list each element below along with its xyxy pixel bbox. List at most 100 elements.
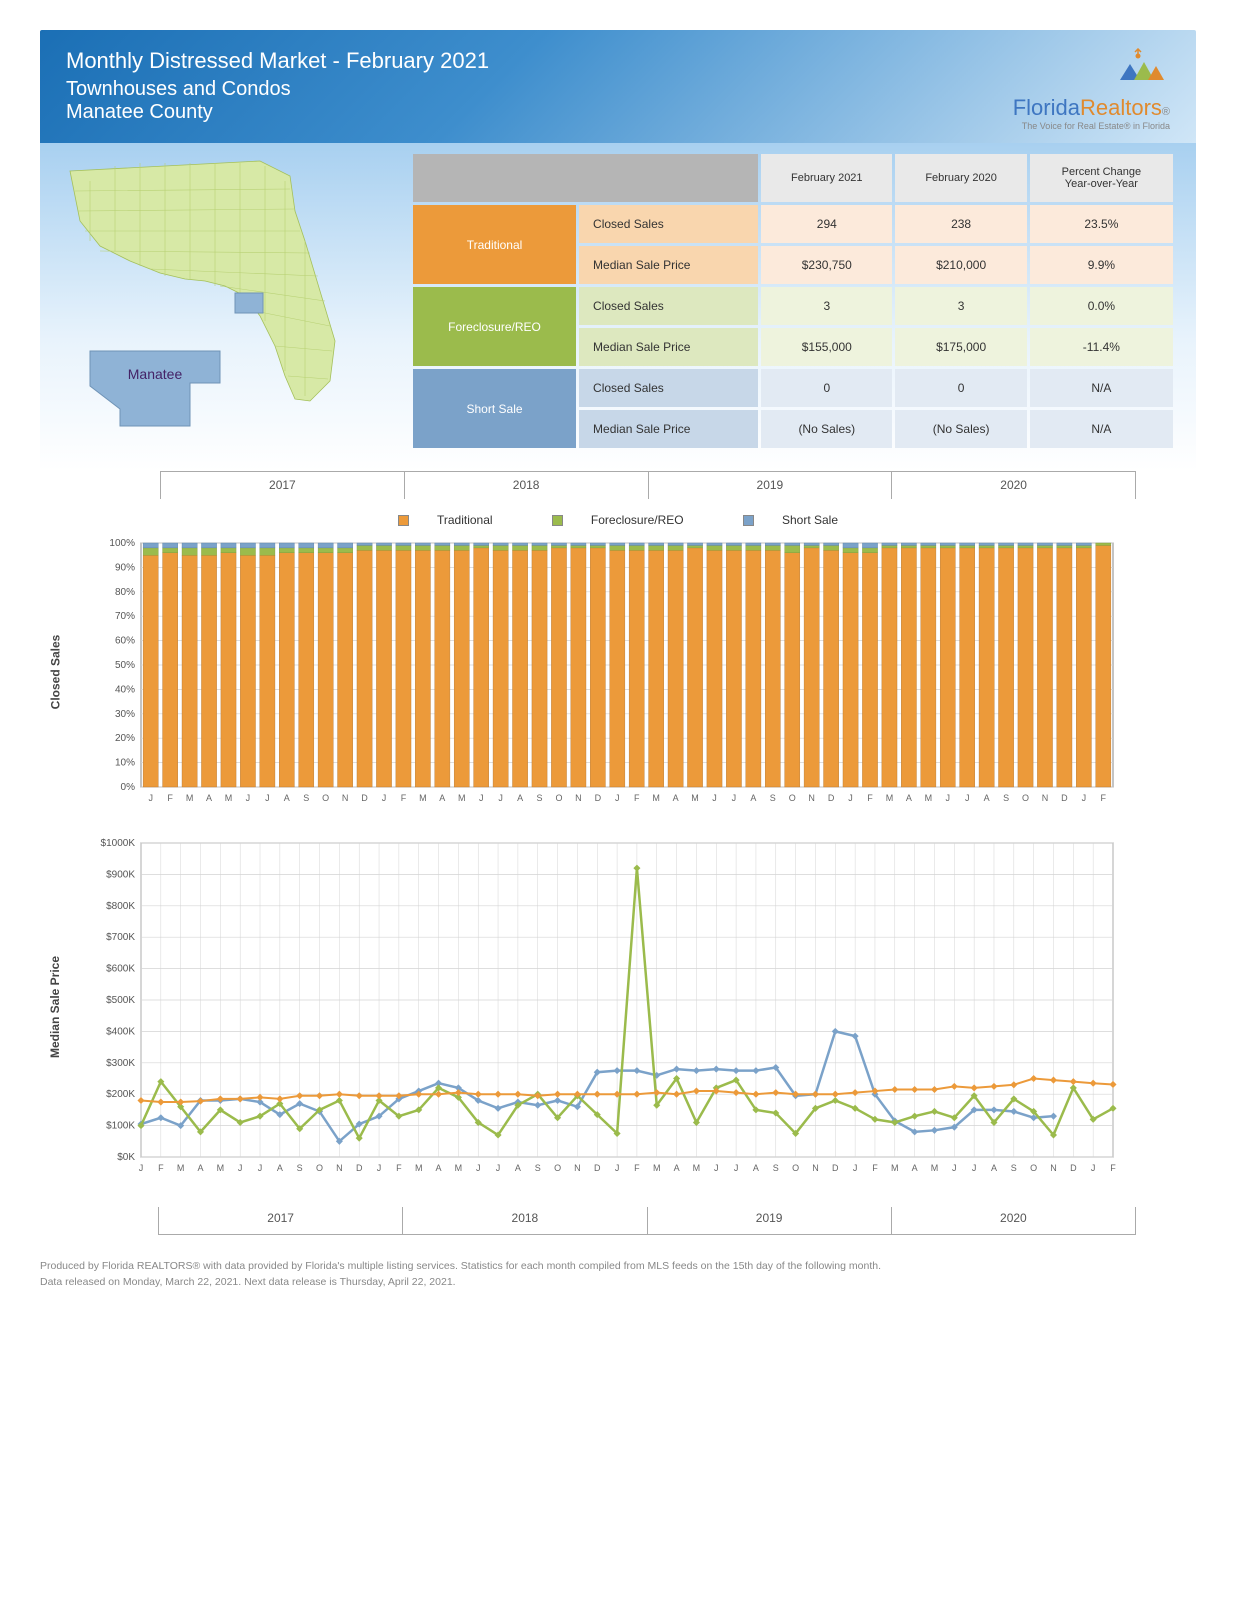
year-2019-b: 2019 [647, 1207, 891, 1234]
table-row: Foreclosure/REOClosed Sales330.0% [413, 287, 1173, 325]
value-cell: N/A [1030, 410, 1173, 448]
svg-text:N: N [574, 1163, 581, 1173]
table-header-empty [413, 154, 758, 202]
value-cell: 23.5% [1030, 205, 1173, 243]
report-header: Monthly Distressed Market - February 202… [40, 30, 1196, 143]
metric-cell: Closed Sales [579, 205, 758, 243]
svg-text:40%: 40% [115, 684, 135, 695]
svg-text:S: S [1003, 793, 1009, 803]
svg-text:M: M [177, 1163, 185, 1173]
logo-tagline: The Voice for Real Estate® in Florida [1013, 121, 1170, 131]
svg-text:F: F [167, 793, 173, 803]
svg-text:A: A [750, 793, 756, 803]
svg-text:D: D [595, 793, 602, 803]
svg-text:J: J [712, 793, 717, 803]
svg-text:J: J [853, 1163, 858, 1173]
svg-text:O: O [316, 1163, 323, 1173]
svg-text:M: M [925, 793, 933, 803]
logo-text: FloridaRealtors® [1013, 95, 1170, 121]
svg-text:A: A [991, 1163, 997, 1173]
svg-text:S: S [297, 1163, 303, 1173]
svg-text:J: J [972, 1163, 977, 1173]
svg-text:J: J [498, 793, 503, 803]
svg-text:$0K: $0K [117, 1152, 135, 1163]
svg-text:A: A [673, 793, 679, 803]
svg-text:J: J [377, 1163, 382, 1173]
svg-text:J: J [496, 1163, 501, 1173]
value-cell: 3 [761, 287, 892, 325]
svg-text:J: J [848, 793, 853, 803]
svg-text:J: J [714, 1163, 719, 1173]
svg-text:D: D [594, 1163, 601, 1173]
svg-text:J: J [952, 1163, 957, 1173]
svg-text:M: M [886, 793, 894, 803]
svg-text:J: J [1082, 793, 1087, 803]
svg-text:$700K: $700K [106, 932, 135, 943]
value-cell: N/A [1030, 369, 1173, 407]
summary-row: Manatee February 2021 February 2020 Perc… [40, 143, 1196, 471]
svg-text:M: M [217, 1163, 225, 1173]
year-2018: 2018 [404, 472, 648, 499]
svg-text:F: F [634, 1163, 640, 1173]
svg-text:N: N [1050, 1163, 1057, 1173]
svg-text:A: A [206, 793, 212, 803]
svg-text:A: A [515, 1163, 521, 1173]
metric-cell: Closed Sales [579, 369, 758, 407]
svg-text:M: M [415, 1163, 423, 1173]
svg-text:J: J [258, 1163, 263, 1173]
table-row: Short SaleClosed Sales00N/A [413, 369, 1173, 407]
year-2019: 2019 [648, 472, 892, 499]
svg-text:J: J [732, 793, 737, 803]
county-label: Manatee [128, 366, 183, 382]
col-feb-2020: February 2020 [895, 154, 1026, 202]
svg-text:N: N [1042, 793, 1049, 803]
svg-text:M: M [652, 793, 660, 803]
svg-text:D: D [828, 793, 835, 803]
year-2020: 2020 [891, 472, 1135, 499]
svg-text:$900K: $900K [106, 869, 135, 880]
col-feb-2021: February 2021 [761, 154, 892, 202]
svg-text:20%: 20% [115, 733, 135, 744]
svg-text:N: N [336, 1163, 343, 1173]
svg-text:D: D [361, 793, 368, 803]
legend-foreclosure: Foreclosure/REO [538, 513, 698, 527]
title-line-2: Townhouses and Condos [66, 78, 489, 101]
svg-text:F: F [1101, 793, 1107, 803]
svg-text:F: F [158, 1163, 164, 1173]
svg-text:S: S [773, 1163, 779, 1173]
svg-text:F: F [867, 793, 873, 803]
svg-text:10%: 10% [115, 758, 135, 769]
svg-text:A: A [439, 793, 445, 803]
svg-text:80%: 80% [115, 587, 135, 598]
svg-text:$600K: $600K [106, 964, 135, 975]
table-row: TraditionalClosed Sales29423823.5% [413, 205, 1173, 243]
svg-text:M: M [419, 793, 427, 803]
svg-text:O: O [792, 1163, 799, 1173]
svg-text:J: J [476, 1163, 481, 1173]
category-fore: Foreclosure/REO [413, 287, 576, 366]
summary-table: February 2021 February 2020 Percent Chan… [410, 151, 1176, 451]
header-titles: Monthly Distressed Market - February 202… [66, 48, 489, 124]
svg-text:M: M [891, 1163, 899, 1173]
report-footer: Produced by Florida REALTORS® with data … [40, 1259, 1196, 1291]
legend-short: Short Sale [729, 513, 852, 527]
svg-text:$300K: $300K [106, 1058, 135, 1069]
closed-sales-chart: Closed Sales 0%10%20%30%40%50%60%70%80%9… [40, 537, 1196, 807]
brand-logo: FloridaRealtors® The Voice for Real Esta… [1013, 48, 1170, 131]
svg-text:F: F [396, 1163, 402, 1173]
value-cell: 9.9% [1030, 246, 1173, 284]
year-2017: 2017 [161, 472, 404, 499]
svg-text:J: J [265, 793, 270, 803]
county-detail: Manatee [90, 351, 220, 426]
svg-text:S: S [535, 1163, 541, 1173]
value-cell: (No Sales) [895, 410, 1026, 448]
svg-text:D: D [356, 1163, 363, 1173]
svg-text:A: A [984, 793, 990, 803]
value-cell: (No Sales) [761, 410, 892, 448]
svg-text:0%: 0% [121, 782, 136, 793]
svg-text:J: J [946, 793, 951, 803]
closed-sales-ylabel: Closed Sales [40, 537, 70, 807]
closed-sales-svg: 0%10%20%30%40%50%60%70%80%90%100%JFMAMJJ… [70, 537, 1136, 807]
svg-text:D: D [1061, 793, 1068, 803]
florida-map-icon: Manatee [60, 151, 390, 441]
